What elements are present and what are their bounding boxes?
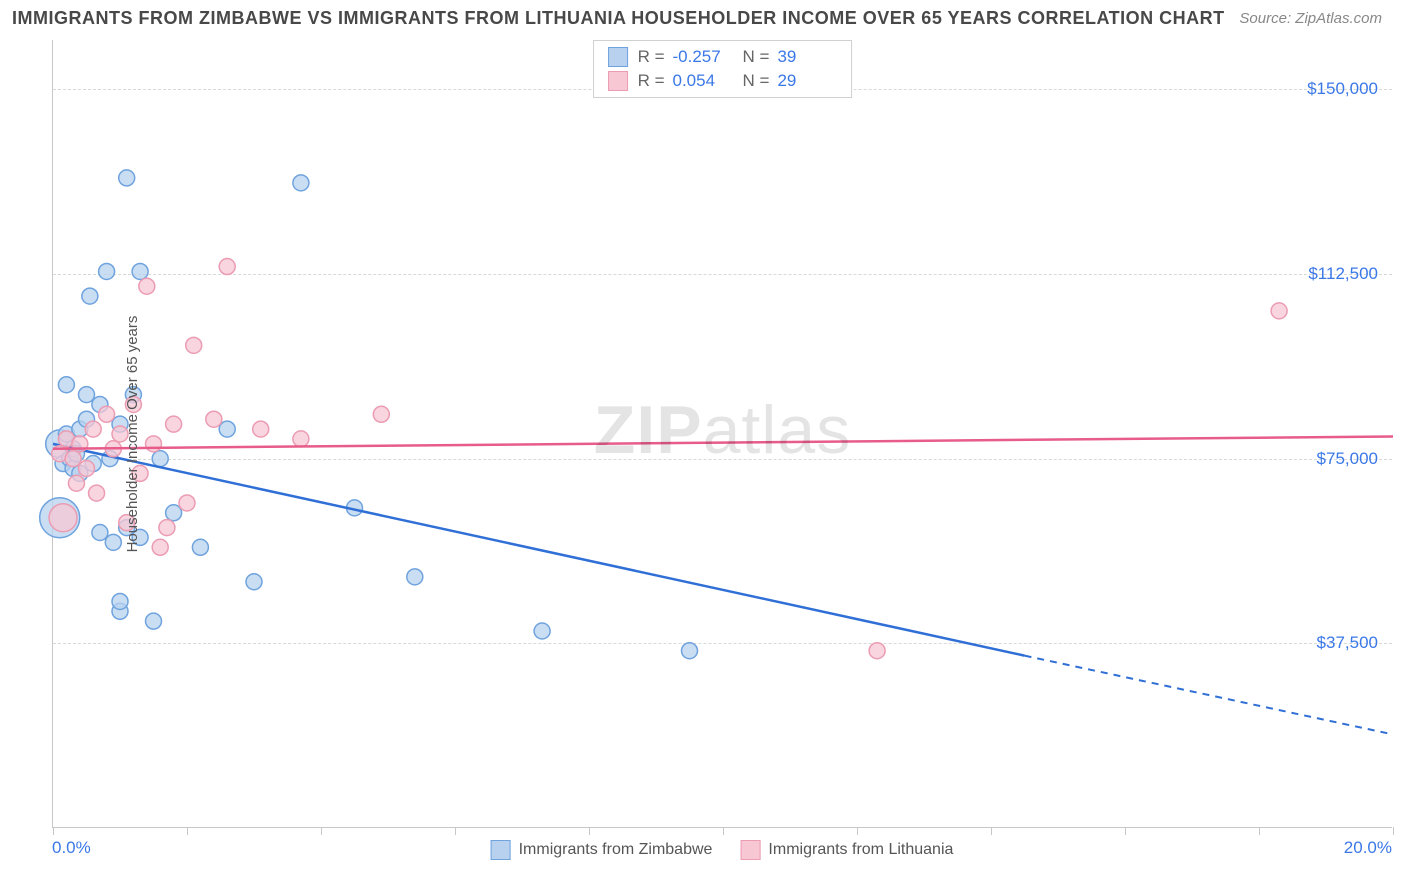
y-tick-label: $150,000 bbox=[1307, 79, 1378, 99]
data-point bbox=[99, 263, 115, 279]
x-tick bbox=[991, 827, 992, 835]
x-tick bbox=[1393, 827, 1394, 835]
legend-swatch bbox=[740, 840, 760, 860]
data-point bbox=[682, 643, 698, 659]
x-tick bbox=[1125, 827, 1126, 835]
x-axis-max-label: 20.0% bbox=[1344, 838, 1392, 858]
n-value: 29 bbox=[777, 71, 837, 91]
data-point bbox=[179, 495, 195, 511]
scatter-svg bbox=[53, 40, 1392, 827]
data-point bbox=[152, 539, 168, 555]
data-point bbox=[89, 485, 105, 501]
y-tick-label: $75,000 bbox=[1317, 449, 1378, 469]
data-point bbox=[99, 406, 115, 422]
data-point bbox=[869, 643, 885, 659]
data-point bbox=[68, 475, 84, 491]
data-point bbox=[105, 534, 121, 550]
x-tick bbox=[723, 827, 724, 835]
chart-plot: ZIPatlas R =-0.257N =39R =0.054N =29 Hou… bbox=[52, 40, 1392, 828]
data-point bbox=[65, 451, 81, 467]
data-point bbox=[92, 525, 108, 541]
data-point bbox=[373, 406, 389, 422]
data-point bbox=[132, 263, 148, 279]
legend-label: Immigrants from Zimbabwe bbox=[519, 841, 713, 859]
x-tick bbox=[187, 827, 188, 835]
data-point bbox=[1271, 303, 1287, 319]
chart-header: IMMIGRANTS FROM ZIMBABWE VS IMMIGRANTS F… bbox=[0, 0, 1406, 33]
data-point bbox=[112, 593, 128, 609]
data-point bbox=[85, 421, 101, 437]
data-point bbox=[253, 421, 269, 437]
x-axis-min-label: 0.0% bbox=[52, 838, 91, 858]
y-axis-label: Householder Income Over 65 years bbox=[124, 316, 141, 553]
data-point bbox=[119, 170, 135, 186]
r-value: 0.054 bbox=[673, 71, 733, 91]
series-legend: Immigrants from Zimbabwe Immigrants from … bbox=[491, 840, 954, 860]
r-value: -0.257 bbox=[673, 47, 733, 67]
legend-label: Immigrants from Lithuania bbox=[768, 841, 953, 859]
y-tick-label: $37,500 bbox=[1317, 633, 1378, 653]
legend-item: Immigrants from Zimbabwe bbox=[491, 840, 713, 860]
x-tick bbox=[1259, 827, 1260, 835]
legend-swatch bbox=[608, 71, 628, 91]
data-point bbox=[206, 411, 222, 427]
correlation-legend: R =-0.257N =39R =0.054N =29 bbox=[593, 40, 853, 98]
data-point bbox=[246, 574, 262, 590]
y-tick-label: $112,500 bbox=[1308, 264, 1378, 284]
plot-area: ZIPatlas R =-0.257N =39R =0.054N =29 bbox=[52, 40, 1392, 828]
data-point bbox=[49, 504, 77, 532]
data-point bbox=[186, 337, 202, 353]
data-point bbox=[152, 451, 168, 467]
data-point bbox=[58, 377, 74, 393]
x-tick bbox=[455, 827, 456, 835]
data-point bbox=[219, 259, 235, 275]
data-point bbox=[79, 460, 95, 476]
data-point bbox=[159, 520, 175, 536]
source-attribution: Source: ZipAtlas.com bbox=[1239, 10, 1382, 27]
correlation-row: R =-0.257N =39 bbox=[608, 45, 838, 69]
data-point bbox=[82, 288, 98, 304]
data-point bbox=[79, 387, 95, 403]
x-tick bbox=[589, 827, 590, 835]
x-tick bbox=[857, 827, 858, 835]
data-point bbox=[293, 175, 309, 191]
data-point bbox=[139, 278, 155, 294]
x-tick bbox=[321, 827, 322, 835]
legend-swatch bbox=[491, 840, 511, 860]
data-point bbox=[293, 431, 309, 447]
data-point bbox=[407, 569, 423, 585]
trend-line bbox=[53, 436, 1393, 448]
chart-title: IMMIGRANTS FROM ZIMBABWE VS IMMIGRANTS F… bbox=[12, 8, 1225, 29]
data-point bbox=[534, 623, 550, 639]
data-point bbox=[146, 613, 162, 629]
data-point bbox=[166, 505, 182, 521]
data-point bbox=[192, 539, 208, 555]
x-tick bbox=[53, 827, 54, 835]
legend-item: Immigrants from Lithuania bbox=[740, 840, 953, 860]
legend-swatch bbox=[608, 47, 628, 67]
data-point bbox=[146, 436, 162, 452]
correlation-row: R =0.054N =29 bbox=[608, 69, 838, 93]
data-point bbox=[219, 421, 235, 437]
trend-line-extrapolated bbox=[1025, 656, 1394, 735]
n-value: 39 bbox=[777, 47, 837, 67]
data-point bbox=[166, 416, 182, 432]
